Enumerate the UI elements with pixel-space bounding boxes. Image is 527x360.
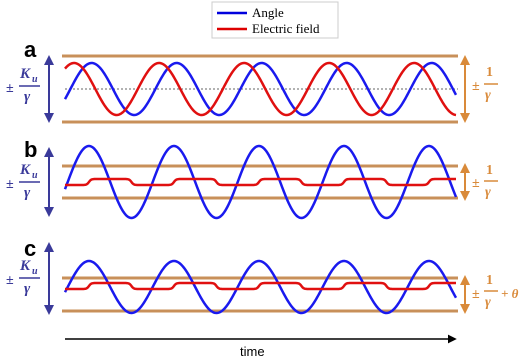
panel-a-left-den: γ bbox=[24, 89, 31, 105]
panel-c-left-sign: ± bbox=[6, 273, 14, 288]
panel-c-left-num: K bbox=[19, 258, 31, 274]
panel-a-right-den: γ bbox=[485, 88, 491, 103]
panel-letter-c: c bbox=[24, 236, 36, 261]
panel-a-right-num: 1 bbox=[486, 65, 493, 80]
panel-c-angle-curve bbox=[63, 259, 458, 315]
panel-c-left-sub: u bbox=[32, 266, 38, 277]
panel-a-field-curve bbox=[64, 61, 457, 117]
panel-c-right-num: 1 bbox=[486, 273, 493, 288]
panel-b-angle-curve bbox=[63, 144, 458, 220]
panel-a-left-num: K bbox=[19, 66, 31, 82]
panel-c: c ± K u γ ± 1 γ + θ bbox=[6, 236, 519, 315]
panel-a-left-sign: ± bbox=[6, 81, 14, 96]
panel-b-left-sub: u bbox=[32, 170, 38, 181]
panel-b-left-den: γ bbox=[24, 185, 31, 201]
time-axis-label: time bbox=[240, 344, 265, 359]
panel-b-right-sign: ± bbox=[472, 176, 480, 191]
panel-letter-b: b bbox=[24, 137, 37, 162]
panel-b-right-label: ± 1 γ bbox=[472, 163, 498, 200]
panel-b-left-num: K bbox=[19, 162, 31, 178]
panel-a-right-label: ± 1 γ bbox=[472, 65, 498, 103]
panel-letter-a: a bbox=[24, 37, 37, 62]
panel-a-left-sub: u bbox=[32, 74, 38, 85]
panel-c-field-curve bbox=[65, 281, 456, 291]
panel-b-left-sign: ± bbox=[6, 177, 14, 192]
panel-c-right-den: γ bbox=[485, 295, 491, 310]
panel-b-field-curve bbox=[65, 177, 456, 187]
panel-a-left-label: ± K u γ bbox=[6, 66, 40, 105]
panel-b-right-num: 1 bbox=[486, 163, 493, 178]
panel-c-right-suffix: + θ bbox=[501, 286, 519, 301]
panel-b-left-label: ± K u γ bbox=[6, 162, 40, 201]
panel-a-angle-curve bbox=[63, 61, 458, 117]
legend-label-field: Electric field bbox=[252, 21, 320, 36]
panel-c-left-label: ± K u γ bbox=[6, 258, 40, 297]
panel-c-right-label: ± 1 γ + θ bbox=[472, 273, 519, 310]
panel-a-right-sign: ± bbox=[472, 79, 480, 94]
legend-box bbox=[211, 1, 339, 39]
panel-c-left-den: γ bbox=[24, 281, 31, 297]
legend-label-angle: Angle bbox=[252, 5, 284, 20]
panel-b: b ± K u γ ± 1 γ bbox=[6, 137, 498, 220]
panel-a: a ± K u γ ± 1 γ bbox=[6, 37, 498, 124]
panel-b-right-den: γ bbox=[485, 185, 491, 200]
panel-c-right-sign: ± bbox=[472, 287, 480, 302]
legend: Angle Electric field bbox=[211, 1, 339, 39]
